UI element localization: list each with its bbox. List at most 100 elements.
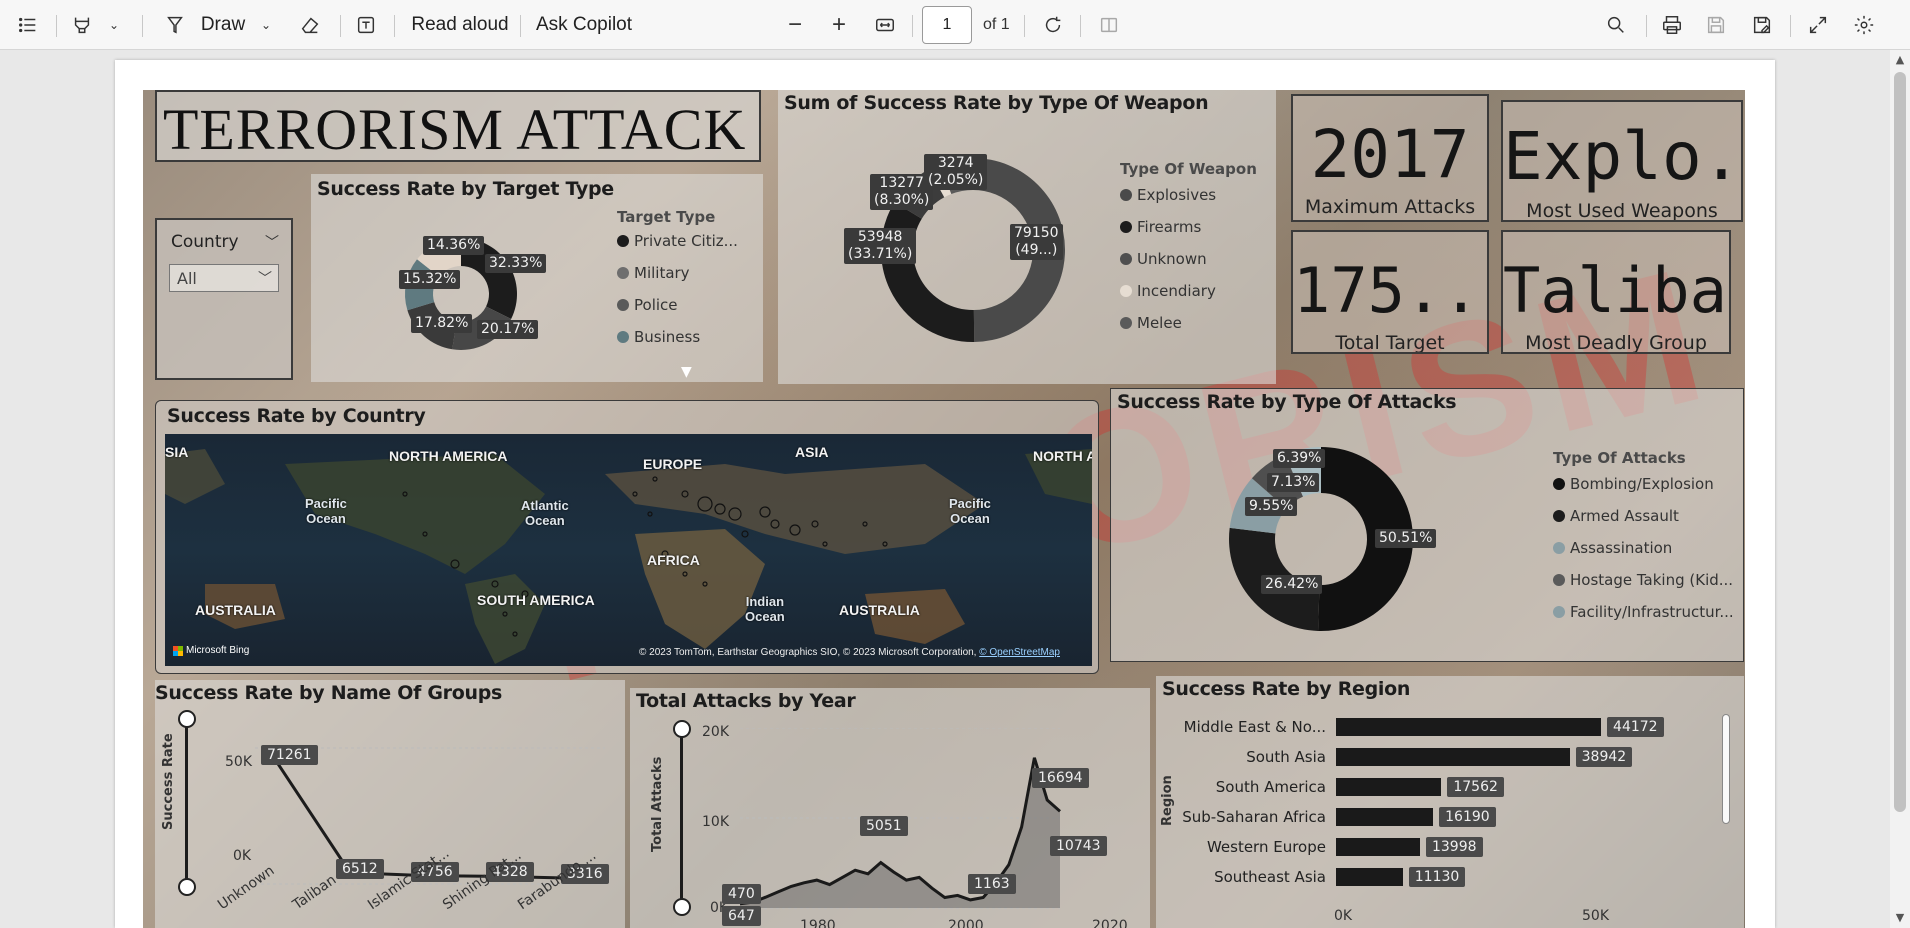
years-x-tick-2020: 2020 <box>1092 918 1128 928</box>
slicer-label: Country <box>171 232 239 252</box>
years-slider-handle-top[interactable] <box>673 720 691 738</box>
groups-slider-handle-top[interactable] <box>178 710 196 728</box>
openstreetmap-link[interactable]: © OpenStreetMap <box>979 647 1060 658</box>
search-icon[interactable] <box>1600 0 1632 50</box>
draw-icon[interactable] <box>160 0 190 50</box>
legend-label: Firearms <box>1137 218 1202 236</box>
weapon-type-legend-item[interactable]: Melee <box>1120 314 1182 332</box>
attack-type-legend-item[interactable]: Hostage Taking (Kid... <box>1553 571 1733 589</box>
save-icon[interactable] <box>1700 0 1732 50</box>
scrollbar-thumb[interactable] <box>1894 72 1906 812</box>
target-type-legend-item[interactable]: Private Citiz... <box>617 232 738 250</box>
years-y-tick-20k: 20K <box>702 724 729 740</box>
weapon-type-legend-item[interactable]: Firearms <box>1120 218 1201 236</box>
legend-label: Assassination <box>1570 539 1673 557</box>
legend-label: Bombing/Explosion <box>1570 475 1714 493</box>
pdf-page: TERRORISM TERRORISM ATTACK Country ﹀ All… <box>115 60 1775 928</box>
attack-type-legend-item[interactable]: Bombing/Explosion <box>1553 475 1714 493</box>
fullscreen-icon[interactable] <box>1802 0 1834 50</box>
dropdown-chevron-icon[interactable]: ﹀ <box>258 271 272 287</box>
region-x-tick-50k: 50K <box>1582 908 1609 924</box>
region-bar[interactable] <box>1336 718 1602 736</box>
target-type-legend-item[interactable]: Military <box>617 264 690 282</box>
scroll-up-icon[interactable]: ▲ <box>1895 53 1905 66</box>
scroll-down-icon[interactable]: ▼ <box>1895 911 1905 924</box>
weapon-type-legend-item[interactable]: Explosives <box>1120 186 1216 204</box>
target-type-legend-item[interactable]: Business <box>617 328 700 346</box>
ask-copilot-button[interactable]: Ask Copilot <box>535 14 633 35</box>
weapon-type-legend-item[interactable]: Incendiary <box>1120 282 1216 300</box>
years-slider-handle-bottom[interactable] <box>673 898 691 916</box>
map-credit: © 2023 TomTom, Earthstar Geographics SIO… <box>639 647 1060 658</box>
attack-type-legend-item[interactable]: Assassination <box>1553 539 1672 557</box>
page-number-input[interactable]: 1 <box>922 6 972 44</box>
groups-data-label: 71261 <box>261 745 318 766</box>
eraser-icon[interactable] <box>294 0 326 50</box>
weapon-type-slice[interactable] <box>973 158 1066 342</box>
attack-type-legend-item[interactable]: Facility/Infrastructur... <box>1553 603 1734 621</box>
attack-type-legend-item[interactable]: Armed Assault <box>1553 507 1679 525</box>
groups-slider-handle-bottom[interactable] <box>178 878 196 896</box>
more-legend-icon[interactable]: ▼ <box>681 364 692 380</box>
country-map-title: Success Rate by Country <box>167 405 426 427</box>
region-bar[interactable] <box>1336 838 1420 856</box>
region-bar[interactable] <box>1336 748 1570 766</box>
map-label-south-america: SOUTH AMERICA <box>477 592 595 608</box>
legend-dot-icon <box>1120 221 1132 233</box>
years-y-tick-10k: 10K <box>702 814 729 830</box>
two-page-icon[interactable] <box>1094 0 1124 50</box>
read-aloud-button[interactable]: Read aloud <box>411 14 509 35</box>
legend-label: Military <box>634 264 690 282</box>
settings-gear-icon[interactable] <box>1848 0 1880 50</box>
legend-dot-icon <box>1120 317 1132 329</box>
legend-label: Police <box>634 296 678 314</box>
country-dropdown[interactable]: All ﹀ <box>169 264 279 292</box>
highlight-icon[interactable] <box>66 0 98 50</box>
map-label-australia-right: AUSTRALIA <box>839 602 920 618</box>
region-scrollbar[interactable] <box>1722 714 1730 824</box>
draw-chevron-icon[interactable]: ⌄ <box>260 18 272 32</box>
zoom-out-icon[interactable]: − <box>787 11 802 38</box>
draw-button[interactable]: Draw <box>200 14 246 35</box>
target-type-title: Success Rate by Target Type <box>317 178 614 200</box>
years-area-chart[interactable] <box>740 728 1070 928</box>
region-bar[interactable] <box>1336 808 1434 826</box>
weapon-type-slice[interactable] <box>881 202 975 342</box>
legend-dot-icon <box>617 267 629 279</box>
rotate-icon[interactable] <box>1038 0 1068 50</box>
legend-dot-icon <box>1553 542 1565 554</box>
attack-type-slice[interactable] <box>1318 447 1413 631</box>
years-x-tick-2000: 2000 <box>948 918 984 928</box>
legend-dot-icon <box>1553 478 1565 490</box>
world-map[interactable]: SIA NORTH AMERICA EUROPE ASIA NORTH A Pa… <box>165 434 1092 666</box>
chevron-down-icon[interactable]: ﹀ <box>265 235 279 251</box>
map-label-asia-left: SIA <box>165 444 189 460</box>
legend-label: Melee <box>1137 314 1182 332</box>
text-box-icon[interactable] <box>350 0 382 50</box>
region-row-label: South America <box>1215 778 1326 796</box>
years-range-slider[interactable] <box>680 728 683 908</box>
attack-type-donut[interactable] <box>1221 429 1431 649</box>
country-slicer[interactable]: Country ﹀ All ﹀ <box>155 218 293 380</box>
fit-page-icon[interactable] <box>870 0 900 50</box>
groups-range-slider[interactable] <box>185 718 188 888</box>
years-data-label: 5051 <box>860 816 908 836</box>
region-bar[interactable] <box>1336 778 1442 796</box>
kpi-max-attacks-label: Maximum Attacks <box>1304 196 1476 218</box>
kpi-max-attacks-value: 2017 <box>1310 116 1470 193</box>
contents-icon[interactable] <box>12 0 44 50</box>
years-y-axis-label: Total Attacks <box>650 756 665 852</box>
save-as-icon[interactable] <box>1746 0 1778 50</box>
years-line[interactable] <box>740 757 1061 906</box>
weapon-type-legend-item[interactable]: Unknown <box>1120 250 1207 268</box>
kpi-most-deadly-group: Taliban Most Deadly Group <box>1501 230 1731 354</box>
region-bar[interactable] <box>1336 868 1403 886</box>
kpi-total-target: 175.... Total Target <box>1291 230 1489 354</box>
target-type-legend-item[interactable]: Police <box>617 296 678 314</box>
highlight-chevron-icon[interactable]: ⌄ <box>108 18 120 32</box>
vertical-scrollbar[interactable]: ▲ ▼ <box>1890 50 1910 928</box>
weapon-type-panel: Sum of Success Rate by Type Of Weapon Ty… <box>778 90 1276 384</box>
legend-label: Incendiary <box>1137 282 1216 300</box>
print-icon[interactable] <box>1656 0 1688 50</box>
zoom-in-icon[interactable]: + <box>831 11 846 38</box>
